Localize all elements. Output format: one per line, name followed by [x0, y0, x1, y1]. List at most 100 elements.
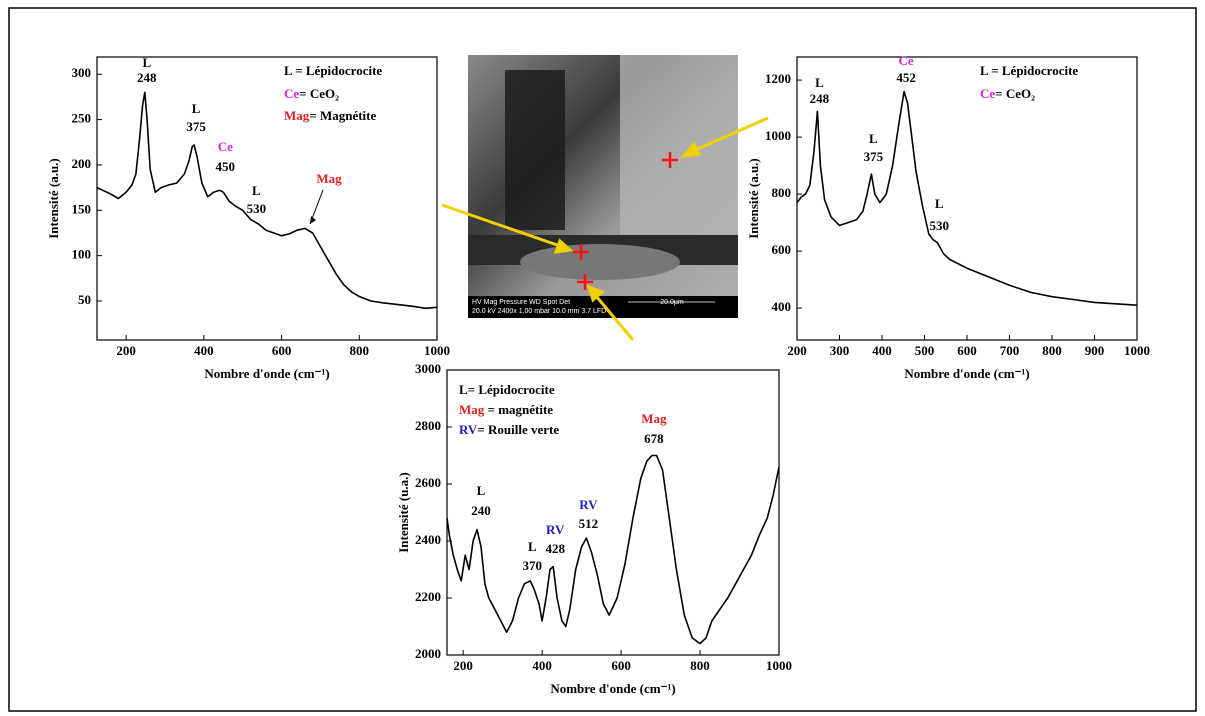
peak-label: L	[142, 55, 151, 70]
peak-label: Mag	[641, 411, 667, 426]
legend-text: = CeO₂	[995, 86, 1035, 101]
x-tick-label: 500	[915, 343, 935, 358]
peak-label: Ce	[218, 139, 233, 154]
peak-value: 530	[930, 218, 950, 233]
peak-label: Mag	[316, 171, 342, 186]
plot-frame	[796, 56, 1138, 341]
y-tick-label: 300	[72, 65, 92, 80]
legend-key: Ce	[980, 86, 995, 101]
y-tick-label: 800	[772, 185, 792, 200]
y-tick-label: 400	[772, 299, 792, 314]
peak-label: RV	[579, 497, 598, 512]
arrow-head	[553, 238, 574, 254]
legend-text: = magnétite	[484, 402, 553, 417]
y-tick-label: 1000	[765, 128, 791, 143]
x-tick-label: 200	[787, 343, 807, 358]
peak-value: 452	[896, 70, 916, 85]
x-tick-label: 200	[453, 658, 473, 673]
x-tick-label: 400	[532, 658, 552, 673]
scale-bar-label: 20.0µm	[660, 299, 684, 306]
y-tick-label: 2200	[415, 589, 441, 604]
peak-label: Ce	[899, 53, 914, 68]
legend-entry: L = Lépidocrocite	[980, 63, 1078, 78]
peak-value: 375	[864, 149, 884, 164]
peak-label: L	[869, 131, 878, 146]
y-tick-label: 600	[772, 242, 792, 257]
arrow	[441, 203, 561, 248]
peak-label: L	[192, 101, 201, 116]
x-tick-label: 1000	[1124, 343, 1150, 358]
legend-key: RV	[459, 422, 478, 437]
y-tick-label: 250	[72, 111, 92, 126]
y-tick-label: 150	[72, 201, 92, 216]
cross-markers	[573, 152, 678, 290]
peak-value: 428	[545, 541, 565, 556]
x-tick-label: 700	[1000, 343, 1020, 358]
peak-label: L	[528, 539, 537, 554]
y-tick-label: 200	[72, 156, 92, 171]
peak-value: 370	[523, 558, 543, 573]
y-axis-label: Intensité (a.u.)	[46, 158, 61, 239]
legend-text: = Lépidocrocite	[468, 382, 555, 397]
x-tick-label: 400	[872, 343, 892, 358]
sem-region	[620, 55, 738, 235]
peak-label: L	[935, 196, 944, 211]
peak-label: RV	[546, 522, 565, 537]
y-axis-label: Intensité (u.a.)	[396, 472, 411, 553]
plot-frame	[96, 56, 438, 341]
sem-databar	[468, 296, 738, 318]
legend-entry: L= Lépidocrocite	[459, 382, 555, 397]
outer-frame	[8, 7, 1197, 712]
sem-image: HV Mag Pressure WD Spot Det 20.0 kV 2400…	[441, 55, 769, 341]
x-axis-label: Nombre d'onde (cm⁻¹)	[550, 681, 675, 696]
x-tick-label: 1000	[766, 658, 792, 673]
y-tick-label: 2800	[415, 418, 441, 433]
x-tick-label: 200	[116, 343, 136, 358]
plot-frame	[446, 369, 780, 656]
y-tick-label: 3000	[415, 361, 441, 376]
sem-databar-values: 20.0 kV 2400x 1.00 mbar 10.0 mm 3.7 LFD	[472, 308, 606, 315]
y-tick-label: 2400	[415, 532, 441, 547]
x-tick-label: 600	[272, 343, 292, 358]
arrow-head	[586, 284, 605, 303]
x-tick-label: 900	[1085, 343, 1105, 358]
y-axis-label: Intensité (a.u.)	[746, 158, 761, 239]
legend-text: = Lépidocrocite	[292, 63, 382, 78]
arrow	[692, 116, 769, 153]
peak-label: L	[815, 75, 824, 90]
legend-entry: Ce= CeO₂	[284, 86, 339, 101]
legend-entry: Mag= Magnétite	[284, 108, 376, 123]
y-tick-label: 100	[72, 247, 92, 262]
peak-value: 678	[644, 431, 664, 446]
x-tick-label: 800	[350, 343, 370, 358]
y-tick-label: 2600	[415, 475, 441, 490]
legend-key: Mag	[459, 402, 485, 417]
x-tick-label: 800	[1042, 343, 1062, 358]
y-tick-label: 1200	[765, 71, 791, 86]
peak-value: 248	[137, 70, 157, 85]
legend-text: = Rouille verte	[477, 422, 559, 437]
arrow	[594, 295, 635, 341]
arrow-head	[680, 141, 702, 158]
x-tick-label: 800	[690, 658, 710, 673]
legend-entry: Mag = magnétite	[459, 402, 553, 417]
legend-text: = CeO₂	[299, 86, 339, 101]
y-tick-label: 50	[78, 292, 91, 307]
peak-value: 240	[471, 503, 491, 518]
x-tick-label: 1000	[424, 343, 450, 358]
markers	[573, 152, 678, 290]
legend-entry: L = Lépidocrocite	[284, 63, 382, 78]
y-tick-label: 2000	[415, 646, 441, 661]
arrows	[441, 116, 769, 341]
x-tick-label: 600	[611, 658, 631, 673]
peak-label: L	[252, 183, 261, 198]
peak-value: 450	[216, 159, 236, 174]
legend-key: Mag	[284, 108, 310, 123]
sem-region	[505, 70, 565, 230]
peak-value: 375	[186, 119, 206, 134]
spectrum-line	[796, 90, 1138, 306]
x-tick-label: 600	[957, 343, 977, 358]
legend-text: = Magnétite	[309, 108, 376, 123]
peak-value: 530	[247, 201, 267, 216]
x-axis-label: Nombre d'onde (cm⁻¹)	[904, 366, 1029, 381]
